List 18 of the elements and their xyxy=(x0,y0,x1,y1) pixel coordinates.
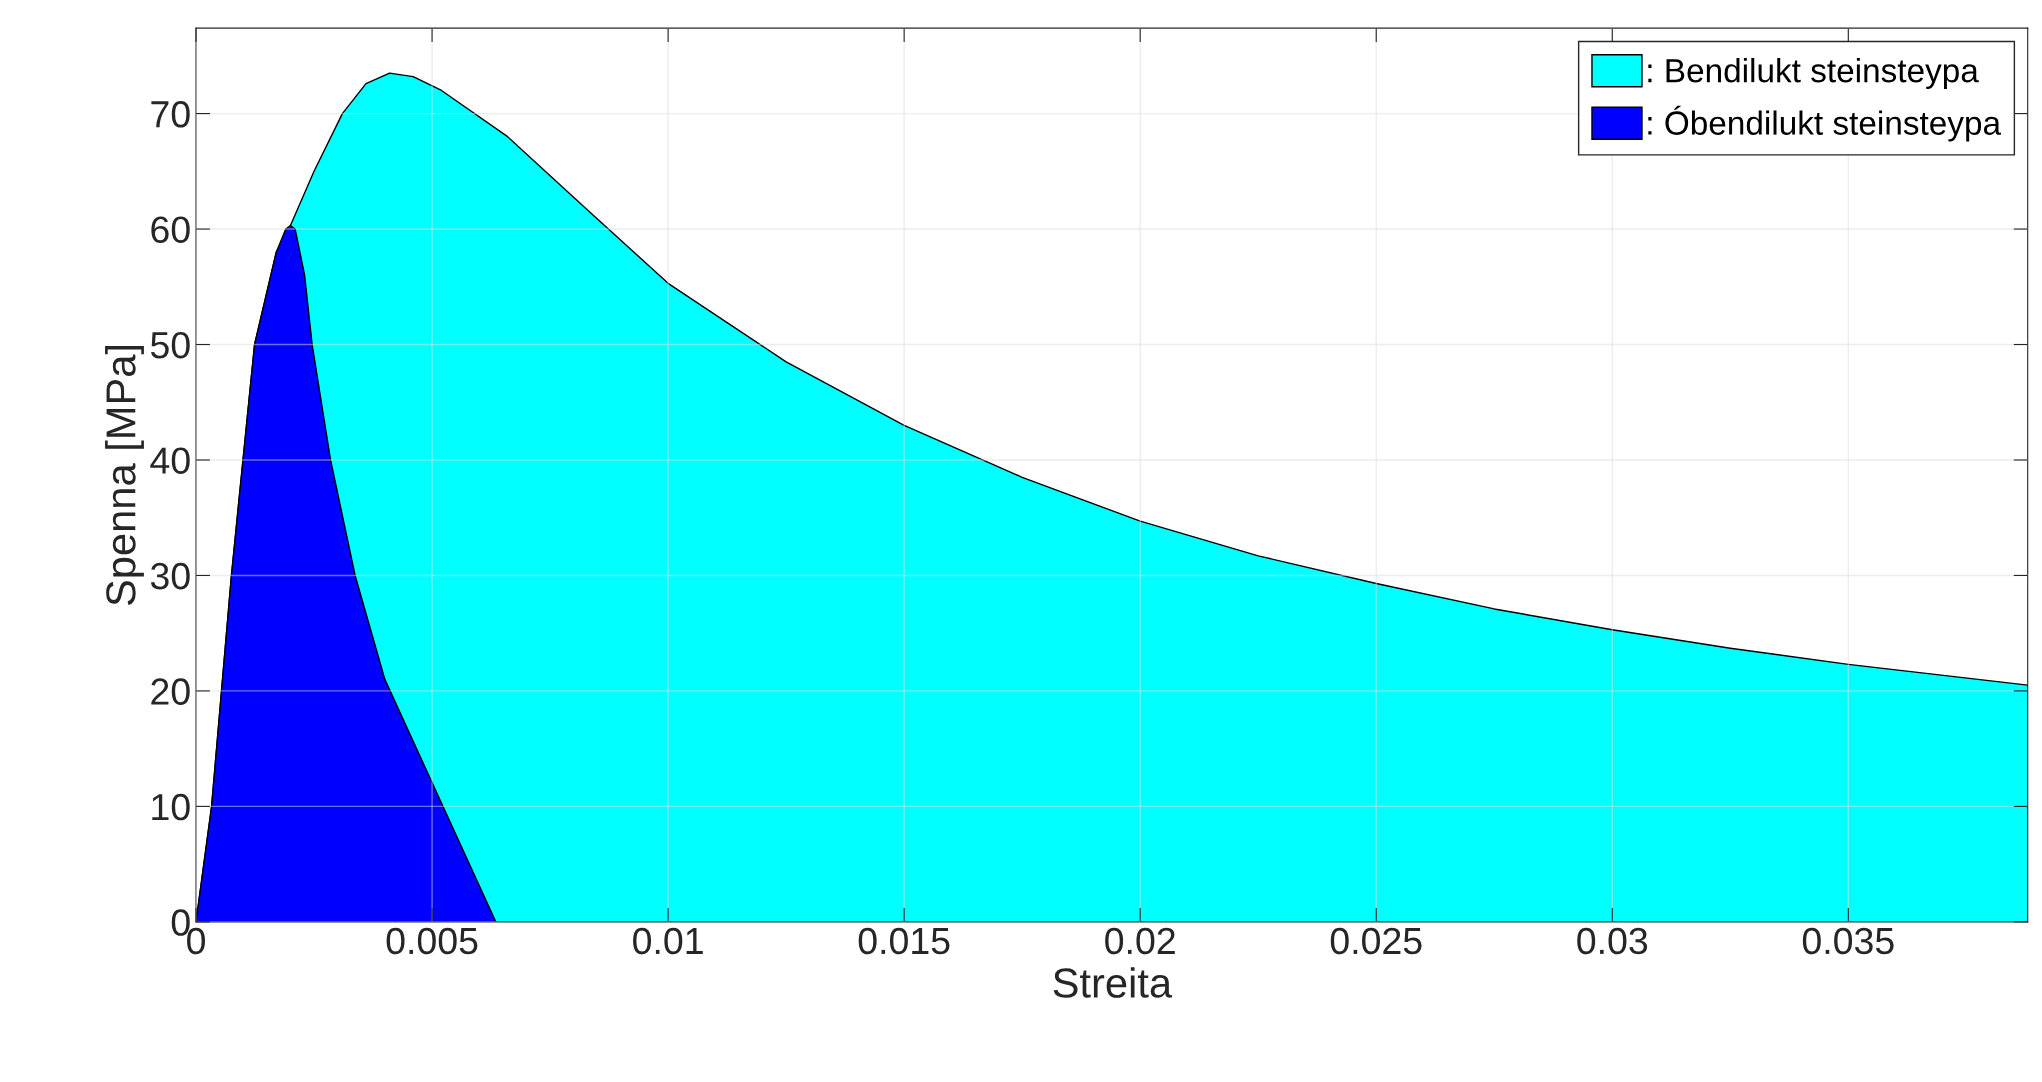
x-tick-label: 0.035 xyxy=(1802,927,1894,955)
x-tick-label: 0.03 xyxy=(1577,927,1648,955)
legend-label: : Óbendilukt steinsteypa xyxy=(1648,105,2002,142)
legend-label: : Bendilukt steinsteypa xyxy=(1648,57,1979,90)
x-tick-label: 0.025 xyxy=(1330,927,1422,955)
y-tick-label: 50 xyxy=(150,331,190,359)
y-tick-label: 40 xyxy=(150,447,190,474)
x-tick-label: 0.02 xyxy=(1105,927,1175,955)
x-tick-label: 0.005 xyxy=(386,927,478,955)
y-tick-label: 60 xyxy=(151,216,190,244)
x-axis-title: Streita xyxy=(1053,967,1173,998)
y-tick-label: 30 xyxy=(150,562,190,590)
x-tick-label: 0.01 xyxy=(633,927,703,955)
y-axis-title: Spenna [MPa] xyxy=(105,345,144,606)
y-tick-label: 70 xyxy=(151,100,190,128)
y-tick-label: 10 xyxy=(152,793,190,821)
x-tick-label: 0.015 xyxy=(858,927,950,955)
y-tick-label: 20 xyxy=(151,678,190,705)
